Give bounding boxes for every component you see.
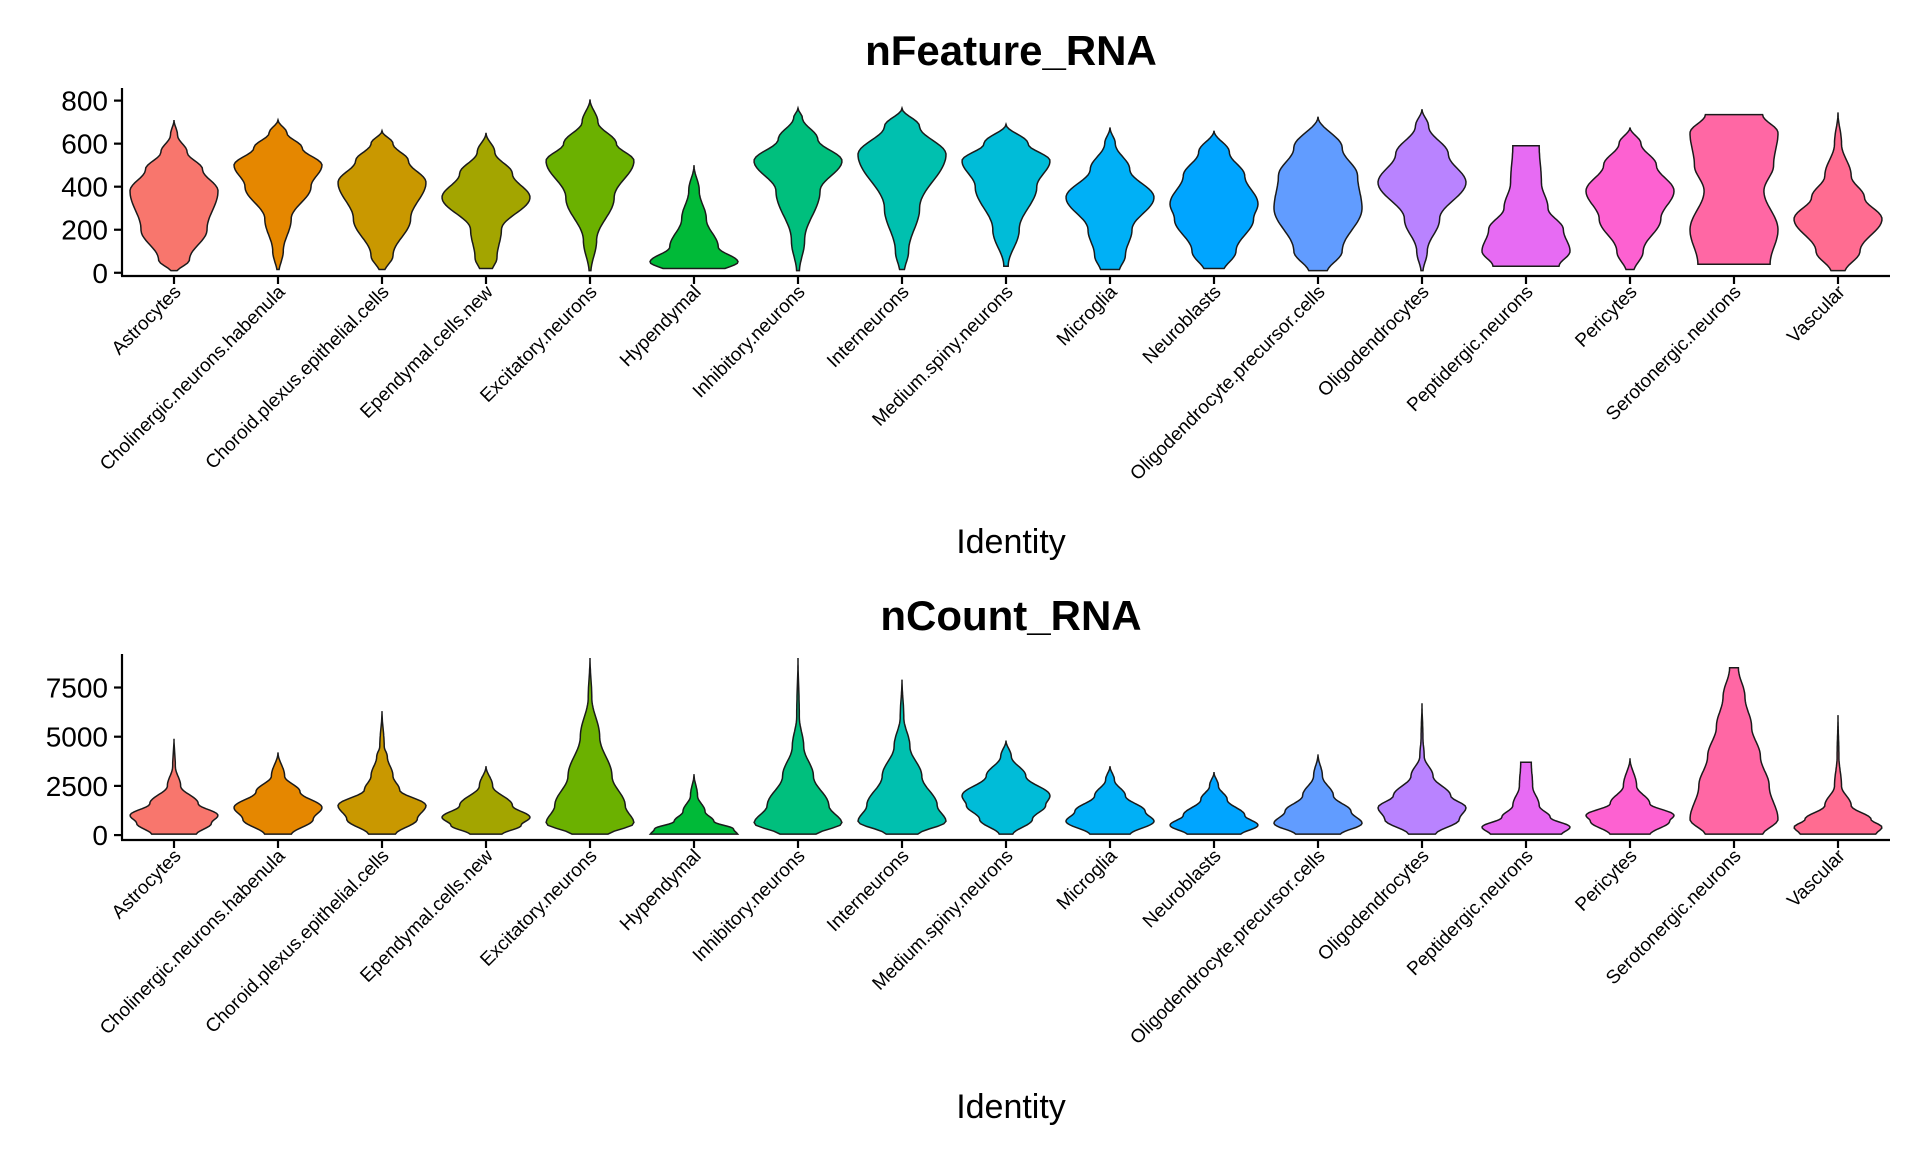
violin-medium-spiny-neurons [961,740,1051,835]
ncount-panel: nCount_RNA Identity 0 2500 5000 7500 Astrocy… [46,592,1890,1126]
y-tick-label: 800 [61,86,108,117]
violin-neuroblasts [1169,772,1259,835]
violin-oligodendrocytes [1377,703,1467,835]
x-axis-label: Identity [956,523,1066,561]
x-tick-label: Inhibitory.neurons [689,846,810,967]
y-tick-label: 400 [61,172,108,203]
violin-excitatory-neurons [545,99,635,272]
x-tick-label: Microglia [1053,281,1122,350]
violin-choroid-plexus-epithelial-cells [337,711,427,835]
x-tick-label: Oligodendrocytes [1314,846,1433,965]
y-tick-label: 600 [61,129,108,160]
violin-oligodendrocyte-precursor-cells [1273,116,1363,272]
violin-oligodendrocytes [1377,109,1467,272]
violin-vascular [1793,112,1883,272]
x-tick-label: Oligodendrocytes [1314,282,1433,401]
x-tick-label: Interneurons [823,846,913,936]
x-tick-label: Cholinergic.neurons.habenula [96,281,290,475]
violin-excitatory-neurons [545,658,635,835]
y-tick-label: 0 [92,258,108,289]
x-tick-label: Oligodendrocyte.precursor.cells [1126,846,1329,1049]
x-tick-label: Hypendymal [616,282,706,372]
x-tick-label: Hypendymal [616,846,706,936]
violin-hypendymal [649,165,739,270]
panel-title: nFeature_RNA [865,27,1157,74]
violin-pericytes [1585,127,1675,271]
y-tick-label: 5000 [46,722,108,753]
panel-title: nCount_RNA [880,592,1141,639]
x-tick-label: Astrocytes [108,846,186,924]
y-tick-label: 2500 [46,771,108,802]
violin-pericytes [1585,758,1675,835]
violin-hypendymal [648,774,740,835]
x-tick-label: Choroid.plexus.epithelial.cells [202,846,394,1038]
violin-ependymal-cells-new [441,766,531,835]
violin-astrocytes [129,738,219,835]
violin-peptidergic-neurons [1481,145,1571,268]
violin-peptidergic-neurons [1481,761,1571,835]
x-tick-label: Pericytes [1571,282,1641,352]
violin-serotonergic-neurons [1689,113,1779,265]
x-tick-label: Inhibitory.neurons [689,282,810,403]
violin-vascular [1793,715,1883,835]
x-tick-label: Oligodendrocyte.precursor.cells [1126,282,1329,485]
violin-medium-spiny-neurons [961,122,1051,268]
violin-microglia [1065,766,1155,835]
violin-serotonergic-neurons [1689,667,1779,835]
violin-neuroblasts [1169,130,1259,270]
x-tick-label: Excitatory.neurons [476,846,601,971]
violin-interneurons [857,679,947,835]
x-tick-label: Neuroblasts [1139,282,1226,369]
violin-cholinergic-neurons-habenula [233,752,323,835]
violin-choroid-plexus-epithelial-cells [337,128,427,271]
y-tick-label: 7500 [46,673,108,704]
x-tick-label: Neuroblasts [1139,846,1226,933]
x-tick-label: Microglia [1053,845,1122,914]
violin-cholinergic-neurons-habenula [233,117,323,271]
x-tick-label: Choroid.plexus.epithelial.cells [202,282,394,474]
violin-microglia [1065,127,1155,271]
x-tick-label: Excitatory.neurons [476,282,601,407]
violin-oligodendrocyte-precursor-cells [1273,754,1363,835]
x-tick-label: Astrocytes [108,282,186,360]
x-tick-label: Vascular [1783,281,1850,348]
x-axis-label: Identity [956,1088,1066,1126]
x-tick-label: Pericytes [1571,846,1641,916]
violin-inhibitory-neurons [753,658,843,835]
x-tick-label: Cholinergic.neurons.habenula [96,845,290,1039]
y-tick-label: 200 [61,215,108,246]
violin-astrocytes [129,119,219,272]
y-tick-label: 0 [92,820,108,851]
x-tick-label: Vascular [1783,845,1850,912]
violin-interneurons [857,105,947,271]
violin-inhibitory-neurons [753,105,843,272]
nfeature-panel: nFeature_RNA Identity 0 200 400 600 800 Astro… [61,27,1890,561]
x-tick-label: Interneurons [823,282,913,372]
violin-ependymal-cells-new [441,132,531,270]
